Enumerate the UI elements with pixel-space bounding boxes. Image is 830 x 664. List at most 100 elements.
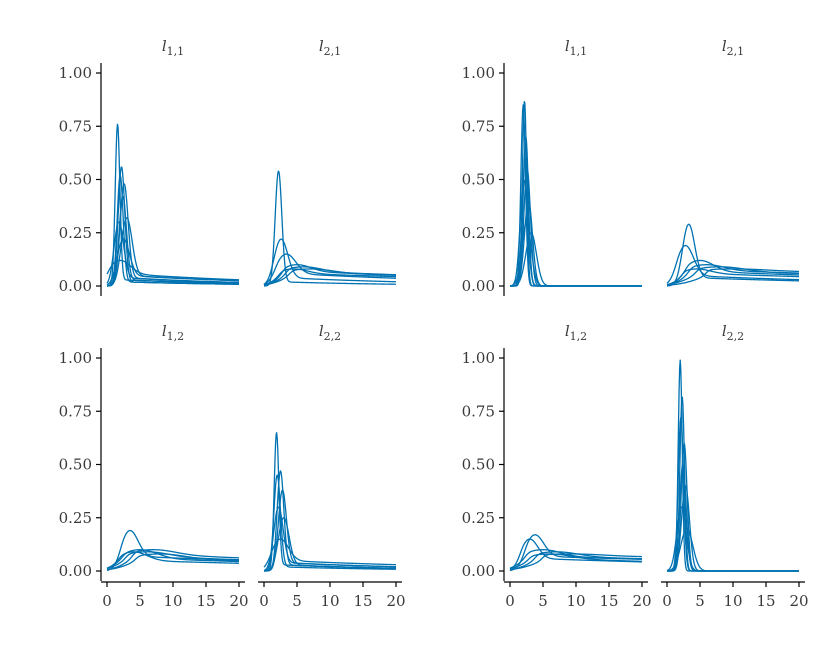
y-tick-label: 0.25 xyxy=(59,509,92,527)
y-tick-label: 0.00 xyxy=(59,562,92,580)
y-tick-label: 0.75 xyxy=(462,402,495,420)
y-tick-label: 0.00 xyxy=(462,277,495,295)
x-tick-label: 10 xyxy=(566,592,585,610)
density-curve-7 xyxy=(666,268,800,286)
density-curve-3 xyxy=(666,259,800,286)
x-tick-label: 10 xyxy=(320,592,339,610)
x-tick-label: 10 xyxy=(723,592,742,610)
y-tick-label: 0.50 xyxy=(59,456,92,474)
y-tick-label: 0.00 xyxy=(59,277,92,295)
panel-title-subscript: 1,2 xyxy=(167,330,185,343)
density-curve-1 xyxy=(666,223,800,287)
density-curve-5 xyxy=(106,553,240,571)
panel-g2-l2-2: l2,2 0 5 10 15 20 xyxy=(661,322,809,610)
panel-title-subscript: 1,1 xyxy=(167,45,185,58)
panel-g2-l1-2: l1,2 0.00 0.25 0.50 0.75 1.00 0 5 10 15 20 xyxy=(462,322,652,610)
x-tick-label: 5 xyxy=(292,592,302,610)
density-curve-6 xyxy=(263,517,397,572)
y-tick-label: 1.00 xyxy=(59,64,92,82)
density-curve-4 xyxy=(106,551,240,569)
density-curve-4 xyxy=(106,174,240,287)
panel-title-subscript: 2,1 xyxy=(324,45,342,58)
x-tick-label: 0 xyxy=(505,592,515,610)
density-curve-2 xyxy=(263,238,397,285)
density-curve-5 xyxy=(263,506,397,572)
panel-title: l2,2 xyxy=(319,322,341,343)
density-curve-7 xyxy=(263,538,397,568)
density-curve-8 xyxy=(106,238,240,286)
panel-title: l2,1 xyxy=(722,37,744,58)
density-curve-6 xyxy=(509,553,643,570)
x-tick-label: 5 xyxy=(538,592,548,610)
x-tick-label: 5 xyxy=(135,592,145,610)
panel-title: l2,1 xyxy=(319,37,341,58)
density-curve-7 xyxy=(106,195,240,287)
y-tick-label: 0.50 xyxy=(462,456,495,474)
density-curve-9 xyxy=(106,259,240,281)
panel-g1-l1-1: l1,1 0.00 0.25 0.50 0.75 1.00 xyxy=(59,37,240,296)
y-tick-label: 0.00 xyxy=(462,562,495,580)
y-tick-label: 0.75 xyxy=(59,402,92,420)
panel-title: l1,1 xyxy=(565,37,587,58)
x-tick-label: 15 xyxy=(756,592,775,610)
y-tick-label: 1.00 xyxy=(462,349,495,367)
density-curve-3 xyxy=(263,474,397,572)
panel-title: l1,2 xyxy=(162,322,184,343)
x-tick-label: 15 xyxy=(599,592,618,610)
x-tick-label: 15 xyxy=(353,592,372,610)
x-tick-label: 0 xyxy=(662,592,672,610)
panel-g1-l2-1: l2,1 xyxy=(263,37,397,287)
density-curve-1 xyxy=(263,170,397,287)
panel-title-subscript: 2,1 xyxy=(727,45,745,58)
panel-g2-l2-1: l2,1 xyxy=(666,37,800,287)
panel-g2-l1-1: l1,1 0.00 0.25 0.50 0.75 1.00 xyxy=(462,37,643,296)
y-tick-label: 0.50 xyxy=(462,171,495,189)
panel-title-base: l xyxy=(162,37,167,55)
density-curve-5 xyxy=(509,553,643,571)
density-curve-2 xyxy=(666,244,800,284)
panel-title-base: l xyxy=(722,322,727,340)
density-curve-6 xyxy=(666,268,800,286)
density-curve-8 xyxy=(666,527,800,572)
panel-title-subscript: 2,2 xyxy=(324,330,342,343)
density-curve-6 xyxy=(106,549,240,571)
panel-title-base: l xyxy=(319,322,324,340)
density-curve-2 xyxy=(106,549,240,569)
panel-title-base: l xyxy=(162,322,167,340)
density-curve-7 xyxy=(263,268,397,286)
x-tick-label: 0 xyxy=(259,592,269,610)
panel-title: l2,2 xyxy=(722,322,744,343)
y-tick-label: 0.25 xyxy=(59,224,92,242)
panel-g1-l2-2: l2,2 0 5 10 15 20 xyxy=(258,322,406,610)
density-curve-6 xyxy=(106,221,240,284)
y-tick-label: 1.00 xyxy=(462,64,495,82)
panel-title-base: l xyxy=(565,322,570,340)
panel-title-subscript: 1,2 xyxy=(570,330,588,343)
density-curve-9 xyxy=(509,232,643,287)
panel-title: l1,1 xyxy=(162,37,184,58)
y-tick-label: 0.75 xyxy=(462,117,495,135)
y-tick-label: 0.50 xyxy=(59,171,92,189)
y-tick-label: 0.25 xyxy=(462,224,495,242)
y-tick-label: 0.25 xyxy=(462,509,495,527)
x-tick-label: 15 xyxy=(196,592,215,610)
x-tick-label: 20 xyxy=(632,592,651,610)
x-tick-label: 0 xyxy=(102,592,112,610)
density-curve-6 xyxy=(263,268,397,286)
panel-title-base: l xyxy=(319,37,324,55)
panel-title-subscript: 2,2 xyxy=(727,330,745,343)
density-curve-5 xyxy=(666,266,800,286)
x-tick-label: 20 xyxy=(386,592,405,610)
panel-title: l1,2 xyxy=(565,322,587,343)
y-tick-label: 0.75 xyxy=(59,117,92,135)
panel-title-subscript: 1,1 xyxy=(570,45,588,58)
x-tick-label: 5 xyxy=(695,592,705,610)
density-curve-3 xyxy=(263,253,397,285)
panel-g1-l1-2: l1,2 0.00 0.25 0.50 0.75 1.00 0 5 10 15 20 xyxy=(59,322,249,610)
x-tick-label: 10 xyxy=(163,592,182,610)
y-tick-label: 1.00 xyxy=(59,349,92,367)
panel-title-base: l xyxy=(565,37,570,55)
x-tick-label: 20 xyxy=(789,592,808,610)
x-tick-label: 20 xyxy=(229,592,248,610)
